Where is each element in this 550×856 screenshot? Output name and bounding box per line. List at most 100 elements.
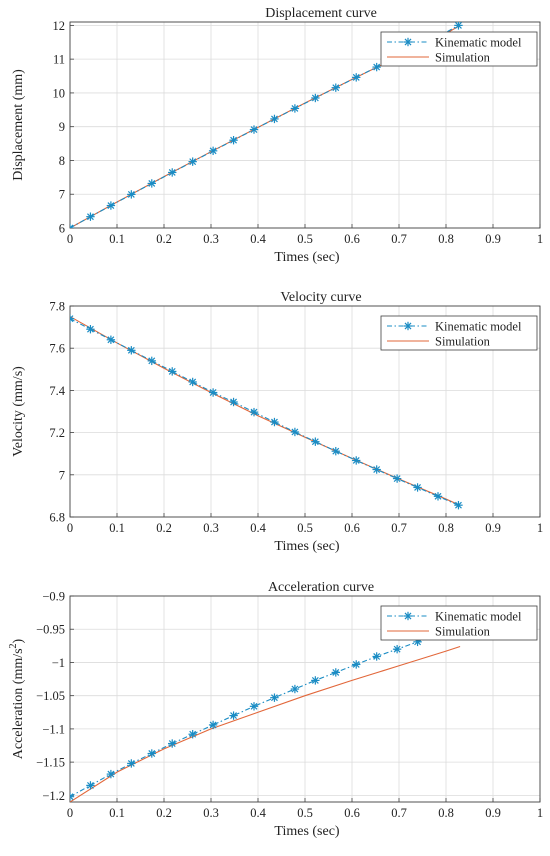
axes-frame <box>69 305 541 518</box>
chart-panel-0: 0 0.1 0.2 0.3 0.4 0.5 0.6 0.7 0.8 0.9 1 6 7 8 9 10 11 12 D… <box>11 6 543 265</box>
y-axis-label: Velocity (mm/s) <box>11 366 26 457</box>
x-tick-label: 0.5 <box>297 806 313 820</box>
x-tick-label: 0.3 <box>203 521 219 535</box>
data-point-marker-0-10 <box>270 114 279 124</box>
x-tick-label: 0 <box>67 806 73 820</box>
data-point-marker-2-4 <box>147 749 156 758</box>
legend-label-kinematic: Kinematic model <box>435 320 522 334</box>
x-tick-label: 1 <box>537 521 543 535</box>
data-point-marker-2-9 <box>249 702 259 711</box>
y-axis-label: Acceleration (mm/s2) <box>8 638 26 759</box>
y-axis-label: Displacement (mm) <box>11 69 26 181</box>
x-tick-label: 0 <box>67 232 73 246</box>
legend-label-simulation: Simulation <box>435 625 491 639</box>
data-point-marker-1-16 <box>392 474 402 483</box>
x-tick-label: 0.7 <box>391 232 407 246</box>
data-point-marker-0-4 <box>147 179 156 188</box>
data-point-marker-1-2 <box>106 335 116 344</box>
legend-box <box>380 31 538 67</box>
legend-label-kinematic: Kinematic model <box>435 36 522 50</box>
y-tick-label: −1.2 <box>42 789 65 803</box>
y-tick-label: 9 <box>59 120 65 134</box>
x-tick-label: 0.4 <box>250 806 266 820</box>
x-tick-label: 0.5 <box>297 521 313 535</box>
data-point-marker-0-1 <box>86 212 95 221</box>
data-point-marker-2-5 <box>168 739 177 748</box>
data-point-marker-2-15 <box>372 652 381 661</box>
data-point-marker-2-13 <box>331 668 340 677</box>
data-point-marker-1-9 <box>249 407 259 417</box>
y-tick-label: 6.8 <box>49 511 65 525</box>
x-tick-label: 0.4 <box>250 521 266 535</box>
x-tick-label: 0.9 <box>485 806 501 820</box>
x-tick-label: 0.8 <box>438 806 454 820</box>
series-group <box>70 623 463 802</box>
data-point-marker-0-14 <box>352 73 361 82</box>
data-point-marker-1-18 <box>433 492 443 501</box>
series-group <box>70 314 463 510</box>
x-tick-label: 0.3 <box>203 232 219 246</box>
y-tick-label: 7.4 <box>49 384 65 398</box>
y-axis-label-main: Acceleration (mm/s <box>11 648 26 759</box>
data-point-marker-1-6 <box>188 377 197 387</box>
data-point-marker-0-legend <box>403 37 413 47</box>
data-point-marker-2-6 <box>188 730 197 739</box>
x-tick-label: 0.2 <box>156 232 172 246</box>
data-point-marker-2-2 <box>106 769 116 779</box>
chart-title: Acceleration curve <box>268 580 374 595</box>
y-tick-label: 12 <box>53 19 66 33</box>
kinematic-model-line <box>70 627 459 798</box>
x-tick-label: 0 <box>67 521 73 535</box>
data-point-marker-2-legend <box>403 611 413 621</box>
data-point-marker-2-11 <box>290 684 300 694</box>
x-tick-label: 0.4 <box>250 232 266 246</box>
data-point-marker-0-8 <box>229 135 238 145</box>
x-tick-label: 0.9 <box>485 521 501 535</box>
data-point-marker-1-0 <box>70 314 75 323</box>
data-point-marker-1-13 <box>331 446 340 456</box>
y-tick-label: −0.95 <box>36 623 65 637</box>
x-tick-label: 0.2 <box>156 806 172 820</box>
data-point-marker-2-0 <box>70 792 75 801</box>
y-tick-label: 7.8 <box>49 300 65 314</box>
data-point-marker-2-1 <box>86 781 95 790</box>
axes-frame <box>69 21 541 229</box>
data-point-marker-0-11 <box>290 104 300 113</box>
data-point-marker-0-7 <box>208 146 218 156</box>
legend-label-kinematic: Kinematic model <box>435 610 522 624</box>
data-point-marker-0-19 <box>454 22 463 30</box>
kinematic-model-line <box>70 318 459 506</box>
data-point-marker-1-4 <box>147 356 156 366</box>
y-axis-label-close: ) <box>11 638 26 643</box>
data-point-marker-1-3 <box>127 346 136 355</box>
y-axis-label-superscript: 2 <box>8 643 19 648</box>
y-tick-label: −1.05 <box>36 689 65 703</box>
data-point-marker-0-2 <box>106 201 116 210</box>
data-point-marker-1-12 <box>311 437 320 446</box>
data-point-marker-1-14 <box>352 456 361 465</box>
x-tick-label: 0.6 <box>344 521 360 535</box>
x-tick-label: 0.8 <box>438 521 454 535</box>
legend-label-simulation: Simulation <box>435 51 491 65</box>
x-tick-label: 0.1 <box>109 521 125 535</box>
chart-title: Velocity curve <box>280 290 361 305</box>
y-tick-label: 7.2 <box>49 426 65 440</box>
data-point-marker-0-12 <box>311 93 320 103</box>
data-point-marker-1-10 <box>270 417 279 427</box>
chart-panel-1: 0 0.1 0.2 0.3 0.4 0.5 0.6 0.7 0.8 0.9 1 6.8 7 7.2 7.4 7… <box>11 290 543 554</box>
x-axis-label: Times (sec) <box>274 539 340 554</box>
y-tick-label: 6 <box>59 222 65 236</box>
data-point-marker-2-12 <box>311 676 320 685</box>
y-tick-label: 10 <box>53 86 66 100</box>
y-tick-label: 11 <box>53 53 65 67</box>
data-point-marker-1-15 <box>372 465 381 474</box>
data-point-marker-2-16 <box>392 644 402 654</box>
data-point-marker-2-10 <box>270 693 279 702</box>
chart-panel-2: 0 0.1 0.2 0.3 0.4 0.5 0.6 0.7 0.8 0.9 1 −1.2 −1.15 −1… <box>8 580 543 839</box>
data-point-marker-2-3 <box>127 759 136 768</box>
data-point-marker-1-7 <box>208 388 218 397</box>
